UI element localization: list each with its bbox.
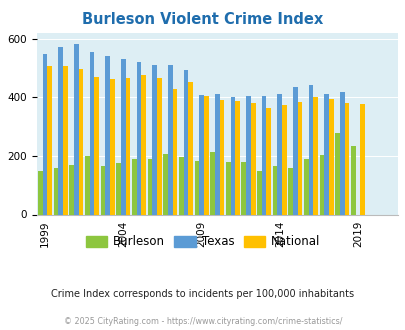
Bar — [183, 70, 188, 214]
Bar — [230, 97, 234, 214]
Bar — [194, 161, 199, 214]
Bar — [38, 171, 43, 214]
Bar — [266, 108, 271, 214]
Bar — [179, 157, 183, 214]
Bar — [136, 62, 141, 214]
Bar — [292, 86, 297, 214]
Bar — [219, 100, 224, 214]
Bar — [308, 85, 313, 214]
Text: © 2025 CityRating.com - https://www.cityrating.com/crime-statistics/: © 2025 CityRating.com - https://www.city… — [64, 317, 341, 326]
Bar — [126, 79, 130, 214]
Bar — [94, 78, 99, 214]
Bar — [188, 82, 192, 214]
Bar — [256, 172, 261, 214]
Bar — [297, 102, 302, 214]
Bar — [79, 69, 83, 214]
Bar — [350, 146, 355, 214]
Bar — [132, 159, 136, 214]
Bar — [90, 52, 94, 214]
Bar — [214, 94, 219, 214]
Bar — [141, 76, 146, 214]
Bar — [121, 59, 126, 215]
Bar — [199, 95, 203, 214]
Bar — [105, 55, 110, 214]
Bar — [69, 165, 74, 215]
Bar — [172, 89, 177, 214]
Bar — [116, 163, 121, 214]
Bar — [47, 66, 52, 214]
Legend: Burleson, Texas, National: Burleson, Texas, National — [81, 231, 324, 253]
Bar — [225, 162, 230, 214]
Bar — [110, 79, 115, 214]
Bar — [210, 152, 214, 214]
Bar — [74, 44, 79, 214]
Text: Burleson Violent Crime Index: Burleson Violent Crime Index — [82, 12, 323, 26]
Bar — [53, 168, 58, 214]
Bar — [163, 154, 168, 214]
Bar — [339, 91, 344, 214]
Bar — [277, 94, 281, 214]
Bar — [261, 96, 266, 214]
Bar — [272, 166, 277, 214]
Bar — [344, 103, 349, 214]
Bar — [168, 65, 172, 214]
Bar — [241, 162, 245, 214]
Text: Crime Index corresponds to incidents per 100,000 inhabitants: Crime Index corresponds to incidents per… — [51, 289, 354, 299]
Bar — [100, 166, 105, 214]
Bar — [288, 168, 292, 215]
Bar — [335, 133, 339, 214]
Bar — [58, 47, 63, 214]
Bar — [63, 66, 68, 214]
Bar — [319, 155, 324, 214]
Bar — [303, 159, 308, 214]
Bar — [43, 54, 47, 214]
Bar — [281, 105, 286, 214]
Bar — [250, 103, 255, 214]
Bar — [328, 99, 333, 214]
Bar — [245, 96, 250, 214]
Bar — [360, 104, 364, 214]
Bar — [203, 96, 208, 214]
Bar — [313, 97, 318, 214]
Bar — [234, 101, 239, 214]
Bar — [152, 65, 157, 214]
Bar — [147, 159, 152, 214]
Bar — [85, 156, 90, 215]
Bar — [324, 94, 328, 214]
Bar — [157, 79, 161, 214]
